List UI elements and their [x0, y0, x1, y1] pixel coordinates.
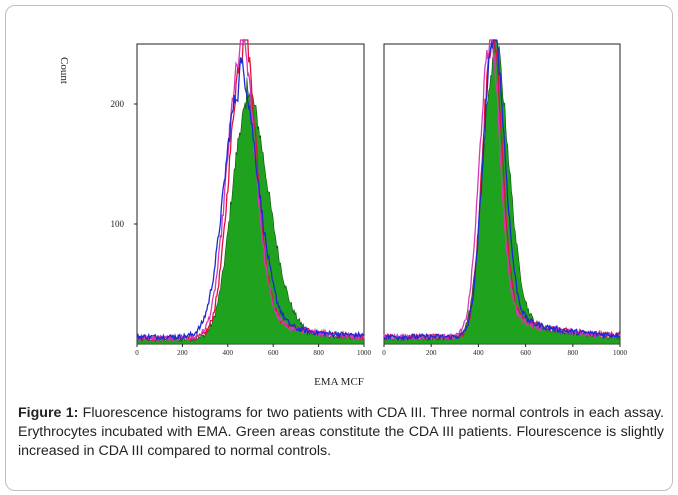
control-histogram-2-2	[383, 39, 621, 342]
control-histogram-1-3	[136, 57, 365, 342]
x-tick-label: 1000	[357, 349, 372, 357]
x-tick-label: 800	[568, 349, 579, 357]
y-tick-label: 200	[111, 99, 125, 109]
x-tick-label: 200	[177, 349, 188, 357]
figure-caption: Figure 1: Fluorescence histograms for tw…	[18, 404, 664, 462]
x-axis-label: EMA MCF	[314, 376, 364, 388]
caption-label: Figure 1:	[18, 405, 79, 421]
control-histogram-2-3	[383, 39, 621, 342]
caption-text: Fluorescence histograms for two patients…	[18, 405, 664, 460]
y-axis-label: Count	[58, 57, 70, 84]
x-tick-label: 600	[268, 349, 279, 357]
x-tick-label: 400	[473, 349, 484, 357]
x-tick-label: 800	[313, 349, 324, 357]
x-tick-label: 0	[135, 349, 139, 357]
x-tick-label: 600	[520, 349, 531, 357]
x-tick-label: 400	[223, 349, 234, 357]
x-tick-label: 1000	[613, 349, 628, 357]
y-tick-label: 100	[111, 219, 125, 229]
x-tick-label: 200	[426, 349, 437, 357]
x-tick-label: 0	[382, 349, 386, 357]
